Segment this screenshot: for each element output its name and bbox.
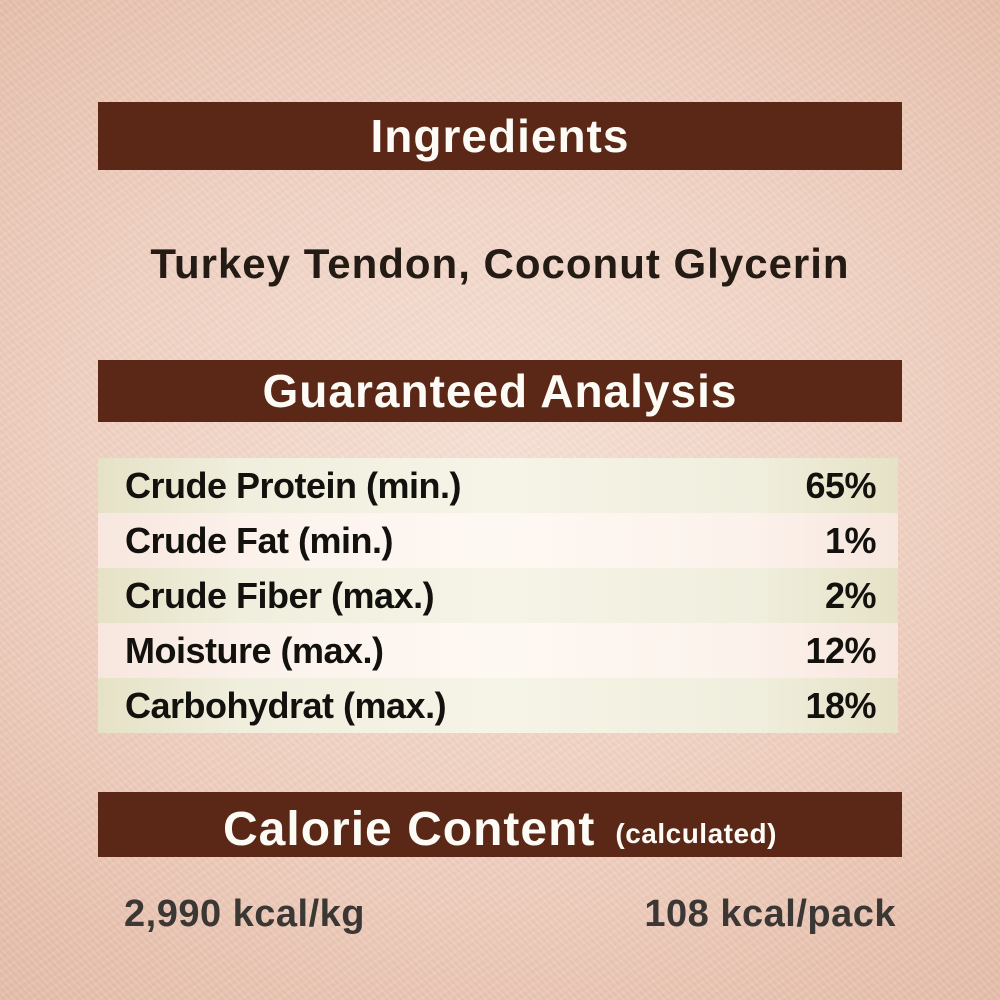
calorie-per-pack: 108 kcal/pack <box>644 893 896 935</box>
ingredients-title: Ingredients <box>370 110 630 162</box>
analysis-row-label: Crude Protein (min.) <box>125 464 462 506</box>
analysis-row-label: Crude Fiber (max.) <box>125 574 435 616</box>
analysis-table-row: Crude Fat (min.) 1% <box>98 513 898 568</box>
analysis-table-row: Carbohydrat (max.) 18% <box>98 678 898 733</box>
ingredients-header-bar: Ingredients <box>98 102 902 170</box>
analysis-table-row: Crude Fiber (max.) 2% <box>98 568 898 623</box>
calorie-content-header-bar: Calorie Content (calculated) <box>98 792 902 857</box>
analysis-row-label: Moisture (max.) <box>125 629 384 671</box>
analysis-row-value: 12% <box>805 629 876 671</box>
analysis-row-value: 1% <box>824 519 877 561</box>
calorie-values-row: 2,990 kcal/kg 108 kcal/pack <box>98 893 902 936</box>
guaranteed-analysis-header-bar: Guaranteed Analysis <box>98 360 902 422</box>
calorie-content-title: Calorie Content <box>223 803 596 856</box>
analysis-row-label: Crude Fat (min.) <box>125 519 394 561</box>
analysis-row-value: 2% <box>824 574 877 616</box>
analysis-row-value: 18% <box>805 684 876 726</box>
analysis-row-value: 65% <box>805 464 876 506</box>
analysis-table-row: Crude Protein (min.) 65% <box>98 458 898 513</box>
analysis-table-row: Moisture (max.) 12% <box>98 623 898 678</box>
analysis-row-label: Carbohydrat (max.) <box>125 684 447 726</box>
guaranteed-analysis-table: Crude Protein (min.) 65% Crude Fat (min.… <box>98 458 898 733</box>
guaranteed-analysis-title: Guaranteed Analysis <box>262 365 738 417</box>
calorie-content-note: (calculated) <box>615 818 777 849</box>
calorie-per-kg: 2,990 kcal/kg <box>124 893 366 935</box>
ingredients-list: Turkey Tendon, Coconut Glycerin <box>150 240 850 287</box>
